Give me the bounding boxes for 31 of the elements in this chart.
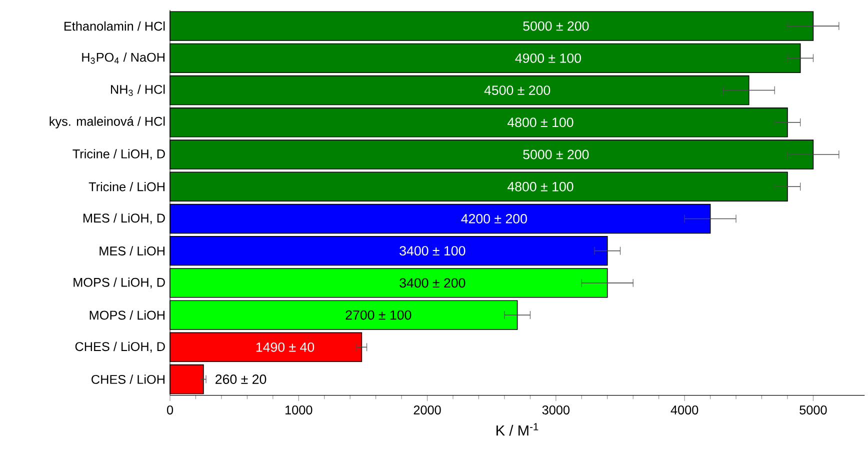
data-label: 5000 ± 200 — [523, 150, 589, 160]
data-label: 4800 ± 100 — [507, 182, 574, 192]
y-tick-label: MES / LiOH, D — [84, 213, 165, 224]
data-label: 2700 ± 100 — [346, 310, 412, 320]
data-label: 4800 ± 100 — [507, 118, 574, 128]
x-tick-label: 4000 — [670, 406, 698, 414]
x-tick-label: 0 — [166, 406, 174, 414]
x-tick-label: 2000 — [414, 406, 441, 414]
data-label: 5000 ± 200 — [523, 21, 589, 31]
data-label: 3400 ± 100 — [400, 246, 466, 256]
x-tick-label: 5000 — [800, 406, 827, 414]
data-label: 3400 ± 200 — [400, 278, 466, 288]
y-tick-label: kys. maleinová / HCl — [50, 116, 165, 128]
y-tick-label: MOPS / LiOH, D — [74, 278, 165, 288]
data-label: 4200 ± 200 — [461, 214, 527, 224]
y-tick-label: CHES / LiOH, D — [75, 342, 165, 353]
y-tick-label: MES / LiOH — [100, 246, 164, 256]
y-tick-label: Tricine / LiOH, D — [72, 149, 165, 160]
data-label: 1490 ± 40 — [256, 342, 314, 352]
x-tick-label: 3000 — [542, 406, 570, 414]
x-tick-label: 1000 — [286, 406, 312, 414]
y-tick-label: H$_{3}$PO$_{4}$ / NaOH — [82, 52, 164, 64]
y-tick-label: Tricine / LiOH — [88, 182, 164, 192]
data-label: 260 ± 20 — [216, 374, 266, 384]
y-tick-label: CHES / LiOH — [92, 374, 164, 384]
x-axis-title: K / M$^{-1}$ — [496, 423, 538, 436]
y-tick-label: NH$_{3}$ / HCl — [111, 84, 165, 96]
data-label: 4900 ± 100 — [515, 53, 581, 63]
data-label: 4500 ± 200 — [484, 86, 550, 95]
y-tick-label: MOPS / LiOH — [90, 310, 164, 320]
y-tick-label: Ethanolamin / HCl — [64, 21, 165, 31]
